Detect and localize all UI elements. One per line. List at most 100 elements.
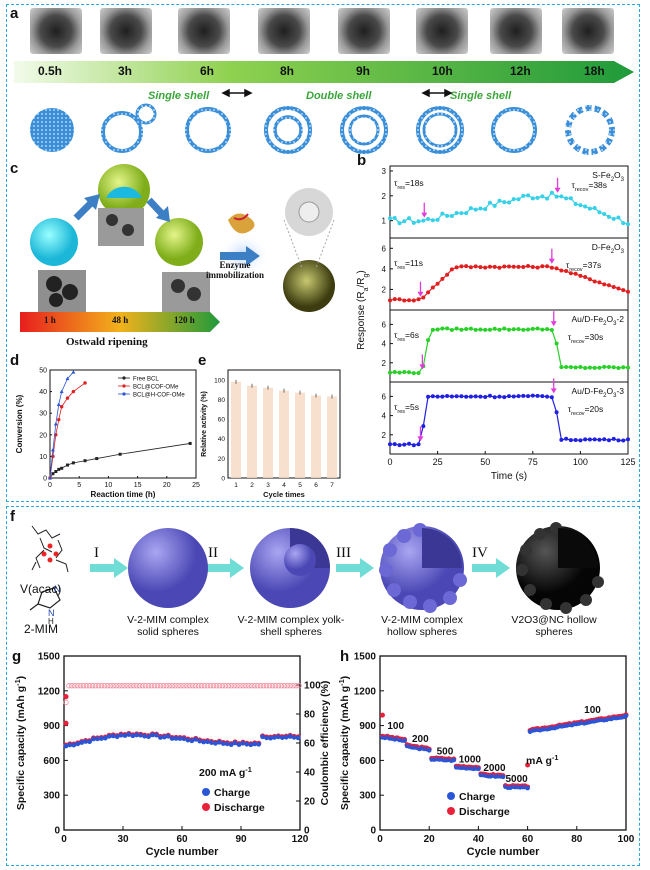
panel-b-series-point bbox=[568, 365, 573, 370]
panel-b-series-point bbox=[421, 295, 426, 300]
enzyme-label: Enzyme immobilization bbox=[204, 260, 266, 280]
panel-b-series-point bbox=[545, 264, 550, 269]
panel-b-series-point bbox=[535, 393, 540, 398]
panel-b-series-point bbox=[511, 394, 516, 399]
panel-b-series-point bbox=[421, 218, 426, 223]
panel-g-charge-point bbox=[291, 734, 297, 740]
panel-g-ce-point bbox=[137, 683, 143, 689]
panel-b-series-point bbox=[459, 327, 464, 332]
panel-g-charge-point bbox=[130, 733, 136, 739]
stage-arrows bbox=[221, 88, 453, 98]
panel-b-series-point bbox=[511, 197, 516, 202]
panel-h-ytick-label: 300 bbox=[359, 791, 376, 802]
panel-e-bar bbox=[279, 390, 289, 478]
panel-b-series-point bbox=[583, 437, 588, 442]
panel-g-ce-point bbox=[269, 683, 276, 689]
panel-g-charge-point bbox=[232, 740, 238, 746]
panel-b-series-point bbox=[611, 216, 616, 221]
panel-g-xtick-label: 30 bbox=[117, 834, 129, 845]
panel-g-charge-point bbox=[79, 740, 85, 745]
panel-g-ce-point bbox=[75, 683, 81, 689]
panel-b-series-point bbox=[402, 442, 407, 447]
panel-b-ytick-label: 6 bbox=[382, 244, 387, 253]
panel-d-ytick-label: 40 bbox=[39, 389, 47, 396]
panel-g-ce-point bbox=[234, 683, 240, 689]
panel-g-ce-point bbox=[198, 683, 205, 689]
time-label-1: 0.5h bbox=[38, 64, 63, 78]
panel-b-series-point bbox=[616, 366, 621, 371]
panel-b-series-point bbox=[530, 265, 535, 270]
panel-b-series-point bbox=[583, 274, 588, 279]
panel-g-charge-point bbox=[126, 732, 132, 737]
bar-time-1: 1 h bbox=[44, 315, 56, 325]
panel-b-series-point bbox=[502, 200, 507, 205]
panel-d-bcl-hcof-point bbox=[53, 422, 58, 426]
panel-e-bar bbox=[247, 385, 257, 478]
panel-g-xtick-label: 90 bbox=[235, 834, 247, 845]
panel-g-charge-point bbox=[173, 735, 179, 741]
panel-g-ce-point bbox=[89, 683, 96, 689]
panel-b-series-point bbox=[487, 264, 492, 269]
panel-g-charge-point bbox=[118, 732, 124, 738]
panel-g-charge-point bbox=[287, 734, 293, 739]
panel-b-series-name: Au/D-Fe2O3-3 bbox=[571, 386, 624, 399]
panel-g-ce-point bbox=[157, 683, 164, 689]
panel-b-ytick-label: 4 bbox=[382, 340, 387, 349]
panel-b-xtick-label: 100 bbox=[573, 457, 588, 467]
panel-b-on-arrowhead bbox=[419, 364, 426, 370]
panel-g-charge-point bbox=[209, 740, 214, 745]
panel-b-series-point bbox=[478, 394, 483, 399]
panel-b-series-point bbox=[578, 203, 583, 208]
panel-g-ce-point bbox=[216, 683, 223, 689]
panel-h-xtick-label: 60 bbox=[522, 834, 534, 845]
panel-b-series-point bbox=[478, 265, 483, 270]
panel-g-charge-point bbox=[224, 741, 230, 747]
panel-g-ce-point bbox=[116, 683, 122, 689]
panel-g-charge-point bbox=[98, 736, 104, 741]
panel-g-ce-point bbox=[222, 683, 228, 689]
panel-h-legend-charge: Charge bbox=[459, 791, 495, 803]
panel-b-series-point bbox=[606, 214, 611, 219]
panel-g-ce-point bbox=[225, 683, 231, 689]
tem-image-1 bbox=[30, 8, 82, 54]
panel-g-charge-point bbox=[75, 741, 81, 747]
panel-b-series-point bbox=[397, 370, 402, 375]
panel-g-ce-point bbox=[122, 683, 128, 689]
panel-b-series-point bbox=[459, 211, 464, 216]
panel-d-legend-marker bbox=[122, 392, 126, 396]
panel-b-series-point bbox=[445, 213, 450, 218]
panel-b-ytick-label: 2 bbox=[382, 431, 387, 440]
panel-b-series-point bbox=[592, 365, 597, 370]
panel-g-ce-point bbox=[166, 683, 172, 689]
panel-b-series-point bbox=[449, 267, 454, 272]
panel-d-bcl-hcof-point bbox=[48, 476, 52, 480]
panel-e-xtick-label: 6 bbox=[314, 482, 318, 489]
panel-g-charge-point bbox=[169, 736, 175, 741]
panel-b-series-point bbox=[597, 437, 602, 442]
panel-g-charge-point bbox=[138, 732, 144, 738]
time-label-4: 8h bbox=[280, 64, 295, 78]
panel-h-ytick-label: 1200 bbox=[354, 686, 377, 697]
panel-g-ce-point bbox=[240, 683, 246, 689]
panel-g-legend-charge-marker bbox=[202, 788, 210, 796]
panel-b-series-point bbox=[606, 438, 611, 443]
panel-g-charge-point bbox=[157, 735, 163, 740]
panel-g-charge-point bbox=[283, 734, 289, 740]
panel-b-series-point bbox=[573, 271, 578, 276]
panel-b-series-point bbox=[388, 442, 392, 447]
panel-g-charge-point bbox=[216, 739, 222, 745]
panel-g-ytick-label: 1500 bbox=[38, 652, 61, 663]
panel-d-frame bbox=[49, 369, 197, 479]
panel-d-bcl-cof-point bbox=[65, 396, 70, 400]
panel-g-ce-point bbox=[95, 683, 102, 689]
panel-b-series-point bbox=[430, 327, 435, 332]
panel-g-ce-point bbox=[266, 683, 273, 689]
panel-g-charge-point bbox=[272, 735, 277, 740]
panel-b-series-point bbox=[592, 437, 597, 442]
panel-g-ce-point bbox=[175, 683, 181, 689]
panel-g-ce-point bbox=[69, 683, 75, 689]
panel-d-free-bcl-point bbox=[188, 441, 192, 445]
panel-g-ylabel: Specific capacity (mAh g-1) bbox=[14, 676, 27, 810]
panel-h-legend-discharge-marker bbox=[447, 807, 455, 815]
panel-b-series-point bbox=[464, 211, 469, 216]
